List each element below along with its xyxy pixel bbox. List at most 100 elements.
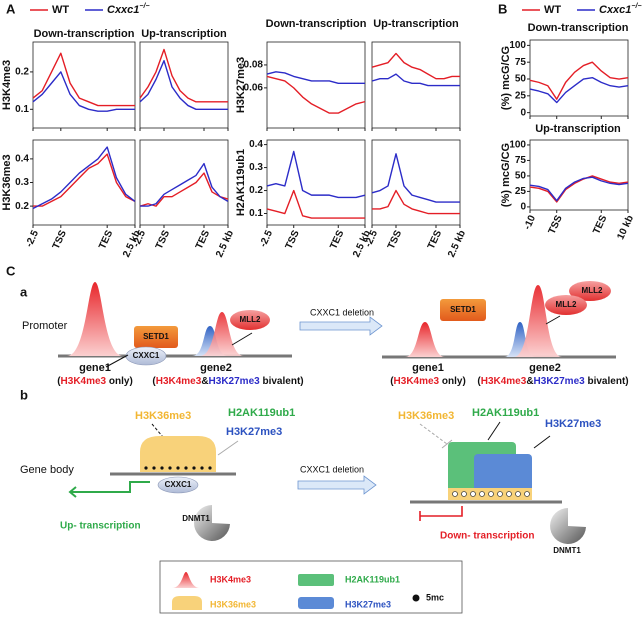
mll2-label: MLL2	[240, 315, 261, 324]
x-tick-label: 2.5 kb	[446, 229, 468, 259]
plot-frame	[529, 139, 629, 211]
legend-name: WT	[52, 4, 69, 16]
y-tick-label: 100	[509, 40, 526, 51]
legend-icon	[172, 572, 200, 588]
y-axis-label: H3K4me3	[1, 60, 13, 110]
legend-box	[159, 560, 463, 614]
h3k27me3-label: H3K27me3	[226, 426, 282, 438]
subpanel-label: b	[20, 387, 28, 402]
y-tick-label: 0.06	[244, 83, 264, 94]
x-tick-label: TSS	[154, 228, 172, 251]
x-tick-label: TSS	[51, 228, 69, 251]
x-tick-label: 2.5 kb	[214, 229, 236, 259]
y-tick-label: 100	[509, 140, 526, 151]
arrow	[487, 421, 501, 441]
x-tick-label: -2.5	[24, 228, 41, 249]
peak-h3k4me3	[405, 322, 445, 357]
h2ak119ub1-label: H2AK119ub1	[228, 407, 295, 419]
legend-label: WT	[544, 4, 561, 16]
plot-frame	[139, 41, 229, 129]
legend-label: Cxxc1−/−	[107, 3, 150, 16]
y-tick-label: 0	[520, 202, 526, 213]
gene2-note: (H3K4me3&H3K27me3 bivalent)	[477, 376, 628, 387]
y-tick-label: 0.1	[15, 104, 29, 115]
y-axis-label: H3K27me3	[235, 57, 247, 113]
block-arrow	[299, 316, 383, 336]
plot-frame	[371, 139, 461, 226]
dnmt1-label: DNMT1	[182, 514, 210, 523]
mll2-label: MLL2	[582, 286, 603, 295]
peak-h3k4me3	[200, 312, 244, 356]
series-line	[371, 73, 460, 87]
series-line	[139, 59, 228, 111]
y-tick-label: 0.08	[244, 60, 264, 71]
gene2-label: gene2	[200, 362, 232, 374]
x-tick-label: TSS	[386, 228, 404, 251]
series-line	[32, 71, 135, 112]
legend-icon	[298, 574, 334, 586]
series-line	[266, 71, 365, 84]
series-line	[529, 176, 629, 202]
series-line	[371, 153, 460, 203]
legend-label: 5mc	[426, 592, 444, 602]
series-line	[371, 52, 460, 80]
series-line	[266, 75, 366, 114]
legend-label: Cxxc1−/−	[599, 3, 642, 16]
h3k27me3-label: H3K27me3	[545, 418, 601, 430]
x-tick-label: -2.5	[258, 228, 275, 249]
panel-title: Down-transcription	[528, 22, 629, 34]
legend-name: Cxxc1	[599, 4, 631, 16]
x-tick-label: TES	[194, 228, 212, 251]
down-label: Down- transcription	[440, 531, 534, 542]
y-tick-label: 0.3	[15, 177, 29, 188]
gene1-note: (H3K4me3 only)	[57, 376, 133, 387]
plot-frame	[266, 41, 366, 129]
unmethyl-circles	[452, 491, 530, 497]
series-line	[139, 48, 228, 103]
plot-frame	[139, 139, 229, 226]
panel-title: Up-transcription	[141, 28, 227, 40]
h3k36me3-label: H3K36me3	[398, 410, 454, 422]
x-tick-label: TSS	[284, 228, 302, 251]
series-line	[139, 172, 229, 207]
up-label: Up- transcription	[60, 521, 141, 532]
legend-name: WT	[544, 4, 561, 16]
setd1-box	[134, 326, 178, 348]
peak-h3k27me3	[504, 322, 536, 357]
panel-title: Down-transcription	[266, 18, 367, 30]
y-axis-label: H2AK119ub1	[235, 149, 247, 216]
x-tick-label: TES	[426, 228, 444, 251]
series-line	[529, 76, 629, 104]
gene2-note: (H3K4me3&H3K27me3 bivalent)	[152, 376, 303, 387]
h3k36me3-label: H3K36me3	[135, 410, 191, 422]
y-tick-label: 50	[515, 171, 527, 182]
arrow	[231, 332, 253, 346]
gene1-note: (H3K4me3 only)	[390, 376, 466, 387]
inhibit-bar	[441, 439, 453, 449]
mll2-oval	[230, 310, 270, 330]
arrow	[105, 354, 129, 368]
cxxc1-label: CXXC1	[133, 351, 160, 360]
x-tick-label: 10 kb	[615, 214, 636, 242]
x-tick-label: -10	[522, 213, 538, 231]
y-tick-label: 0.1	[249, 208, 263, 219]
subpanel-label: a	[20, 284, 28, 299]
y-tick-label: 0.2	[249, 185, 263, 196]
y-tick-label: 0.2	[15, 201, 29, 212]
peak-h3k4me3	[67, 282, 123, 356]
legend-label: H2AK119ub1	[345, 574, 400, 584]
legend-label: H3K36me3	[210, 599, 256, 609]
promoter-label: Promoter	[22, 320, 68, 332]
y-tick-label: 0.4	[249, 139, 263, 150]
setd1-label: SETD1	[450, 305, 476, 314]
y-tick-label: 50	[515, 74, 527, 85]
setd1-box	[440, 299, 486, 321]
series-line	[32, 146, 136, 210]
series-line	[266, 150, 366, 199]
y-tick-label: 0.4	[15, 154, 29, 165]
plot-frame	[32, 41, 136, 129]
series-line	[33, 153, 136, 207]
x-tick-label: TES	[591, 213, 609, 236]
y-axis-label: (%) mcG/CG	[500, 46, 512, 110]
